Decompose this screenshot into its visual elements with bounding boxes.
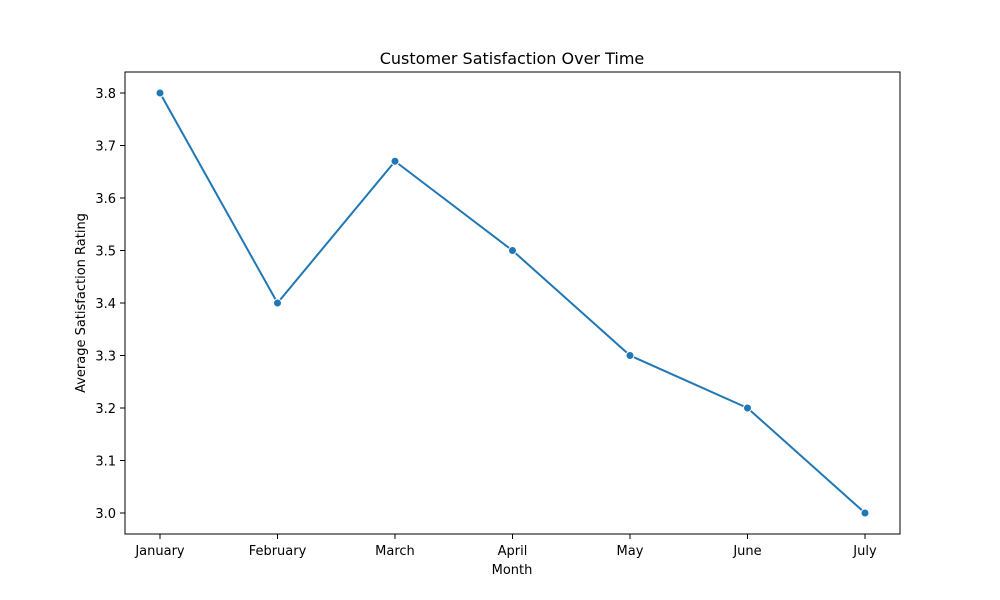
data-point [508,246,517,255]
data-point [743,403,752,413]
y-tick-label: 3.4 [95,297,116,312]
y-tick-label: 3.7 [95,140,116,155]
data-point [860,508,870,518]
y-tick-label: 3.6 [95,192,116,207]
x-tick-label: June [732,544,761,559]
plot-area: 3.0 3.1 3.2 3.3 3.4 3.5 3.6 3.7 3.8 January Februa… [95,87,877,559]
chart-title: Customer Satisfaction Over Time [380,49,645,68]
series-line [159,92,866,514]
x-tick-label: April [498,544,528,559]
x-tick-label: January [134,544,185,559]
x-tick-label: February [249,544,307,559]
data-point [625,351,635,360]
x-axis-label: Month [492,563,533,578]
y-tick-label: 3.0 [95,507,116,522]
y-axis-label: Average Satisfaction Rating [74,213,89,393]
x-tick-label: March [375,544,415,559]
data-point [390,156,400,166]
x-tick-label: May [617,544,644,559]
data-point [273,298,282,308]
y-tick-label: 3.5 [95,245,116,260]
y-tick-label: 3.1 [95,455,116,470]
x-tick-label: July [852,544,877,559]
plot-frame [124,71,901,535]
y-tick-label: 3.2 [95,402,116,417]
data-point [155,88,165,98]
y-tick-label: 3.8 [95,87,116,102]
y-tick-label: 3.3 [95,350,116,365]
